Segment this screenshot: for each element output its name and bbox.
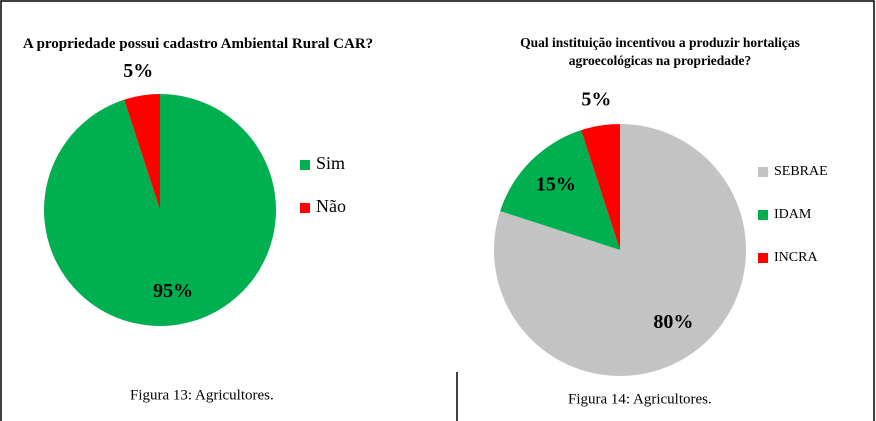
legend-label: Sim: [316, 153, 345, 173]
legend-swatch: [758, 167, 768, 177]
legend-swatch: [758, 210, 768, 220]
data-label: 80%: [653, 311, 693, 333]
legend-label: IDAM: [774, 207, 812, 222]
pie-slice: [500, 130, 620, 250]
legend-label: SEBRAE: [774, 164, 828, 179]
caption: Figura 13: Agricultores.: [130, 387, 274, 403]
chart-title: A propriedade possui cadastro Ambiental …: [22, 36, 374, 52]
pie-slice: [494, 124, 747, 376]
pie-slice: [124, 94, 160, 210]
chart-title: Qual instituição incentivou a produzir h…: [520, 35, 800, 68]
legend-swatch: [758, 253, 768, 263]
legend-swatch: [300, 203, 310, 213]
caption: Figura 14: Agricultores.: [568, 391, 712, 407]
data-label: 95%: [153, 280, 193, 302]
pie-slice: [43, 94, 277, 327]
data-label: 5%: [123, 60, 153, 82]
legend-label: INCRA: [774, 250, 818, 265]
data-label: 15%: [536, 173, 576, 195]
data-label: 5%: [581, 88, 611, 110]
legend-swatch: [300, 160, 310, 170]
pie-slice: [581, 124, 620, 250]
legend-label: Não: [316, 196, 346, 216]
